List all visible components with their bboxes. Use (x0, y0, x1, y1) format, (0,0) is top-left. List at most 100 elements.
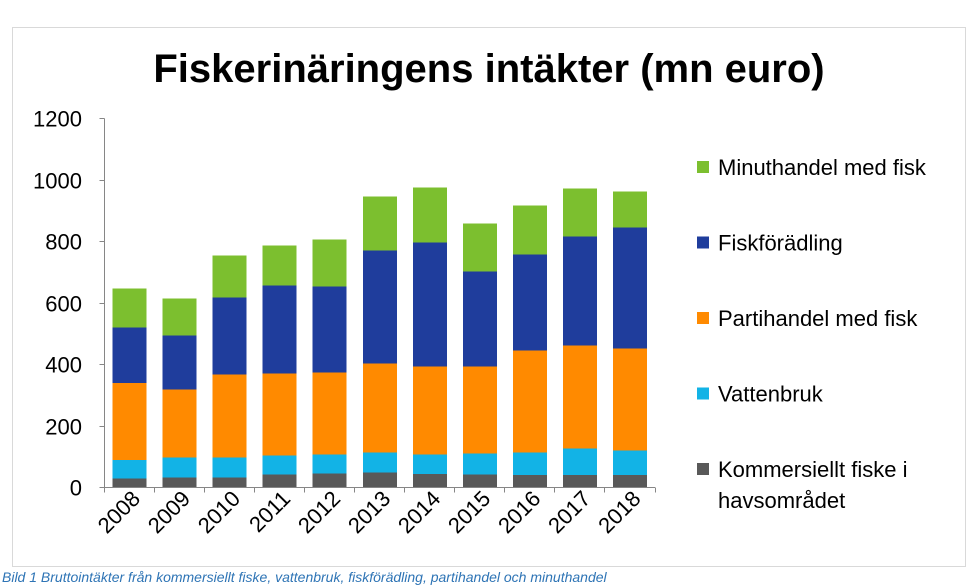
y-axis: 0 200 400 600 800 1000 1200 (33, 107, 105, 501)
bar-minuthandel-med-fisk-2011 (262, 245, 297, 286)
bar-fiskforadling-2018 (612, 227, 647, 349)
bar-minuthandel-med-fisk-2008 (112, 288, 147, 328)
bar-partihandel-med-fisk-2015 (462, 366, 497, 454)
bar-vattenbruk-2009 (162, 457, 197, 478)
bar-stack-2015 (462, 223, 497, 488)
bar-minuthandel-med-fisk-2016 (512, 205, 547, 255)
legend-label: Kommersiellt fiske i havsområdet (718, 457, 907, 513)
bar-stack-2017 (562, 188, 597, 488)
bar-kommersiellt-fiske-i-havsomradet-2011 (262, 474, 297, 488)
bar-minuthandel-med-fisk-2017 (562, 188, 597, 237)
bar-stack-2008 (112, 288, 147, 488)
legend-label-line: havsområdet (718, 488, 845, 513)
bar-minuthandel-med-fisk-2018 (612, 191, 647, 228)
y-tick-label: 400 (45, 353, 82, 378)
legend-label-line: Vattenbruk (718, 382, 824, 407)
bar-minuthandel-med-fisk-2015 (462, 223, 497, 272)
legend-label: Fiskförädling (718, 231, 843, 256)
bar-stack-2014 (412, 187, 447, 488)
y-tick-label: 600 (45, 292, 82, 317)
bar-fiskforadling-2012 (312, 286, 347, 373)
bar-vattenbruk-2018 (612, 450, 647, 476)
bar-fiskforadling-2015 (462, 271, 497, 367)
bar-vattenbruk-2011 (262, 455, 297, 475)
chart-title: Fiskerinäringens intäkter (mn euro) (153, 47, 824, 91)
bar-fiskforadling-2009 (162, 335, 197, 390)
bar-kommersiellt-fiske-i-havsomradet-2010 (212, 477, 247, 488)
bar-kommersiellt-fiske-i-havsomradet-2008 (112, 478, 147, 488)
legend-item-fiskforadling: Fiskförädling (697, 231, 843, 256)
bar-partihandel-med-fisk-2016 (512, 350, 547, 453)
y-tick-label: 800 (45, 230, 82, 255)
bar-stack-2013 (362, 196, 397, 488)
bar-stack-2010 (212, 255, 247, 488)
bar-partihandel-med-fisk-2013 (362, 363, 397, 453)
bar-vattenbruk-2012 (312, 454, 347, 474)
legend-item-kommersiellt-fiske-i-havsomradet: Kommersiellt fiske i havsområdet (697, 457, 907, 513)
bar-stack-2018 (612, 191, 647, 488)
legend-swatch (697, 463, 709, 475)
bar-stack-2011 (262, 245, 297, 488)
legend-label: Partihandel med fisk (718, 306, 918, 331)
bar-partihandel-med-fisk-2018 (612, 348, 647, 451)
bar-kommersiellt-fiske-i-havsomradet-2016 (512, 475, 547, 488)
bar-vattenbruk-2015 (462, 453, 497, 475)
bar-kommersiellt-fiske-i-havsomradet-2017 (562, 475, 597, 488)
legend-label: Vattenbruk (718, 382, 824, 407)
bar-stacks (112, 187, 647, 488)
bar-vattenbruk-2008 (112, 459, 147, 479)
bar-vattenbruk-2013 (362, 452, 397, 473)
bar-stack-2012 (312, 239, 347, 488)
bar-partihandel-med-fisk-2008 (112, 382, 147, 460)
bar-fiskforadling-2017 (562, 236, 597, 346)
bar-stack-2016 (512, 205, 547, 488)
bar-kommersiellt-fiske-i-havsomradet-2018 (612, 475, 647, 488)
legend-item-minuthandel-med-fisk: Minuthandel med fisk (697, 155, 927, 180)
bar-fiskforadling-2016 (512, 254, 547, 351)
bar-kommersiellt-fiske-i-havsomradet-2015 (462, 474, 497, 488)
bar-stack-2009 (162, 298, 197, 488)
legend-swatch (697, 387, 709, 400)
y-tick-label: 1000 (33, 169, 82, 194)
legend-label-line: Kommersiellt fiske i (718, 457, 907, 482)
legend-label-line: Partihandel med fisk (718, 306, 918, 331)
bar-kommersiellt-fiske-i-havsomradet-2014 (412, 473, 447, 488)
bar-minuthandel-med-fisk-2009 (162, 298, 197, 336)
bar-fiskforadling-2014 (412, 242, 447, 367)
legend-label: Minuthandel med fisk (718, 155, 927, 180)
legend: Minuthandel med fisk Fiskförädling Partiha… (697, 155, 927, 513)
bar-minuthandel-med-fisk-2010 (212, 255, 247, 298)
bar-fiskforadling-2011 (262, 285, 297, 374)
legend-swatch (697, 161, 709, 173)
bar-fiskforadling-2013 (362, 250, 397, 364)
bar-minuthandel-med-fisk-2013 (362, 196, 397, 251)
legend-item-vattenbruk: Vattenbruk (697, 382, 824, 407)
bar-partihandel-med-fisk-2012 (312, 372, 347, 455)
bar-fiskforadling-2008 (112, 327, 147, 383)
bar-partihandel-med-fisk-2014 (412, 366, 447, 455)
legend-label-line: Minuthandel med fisk (718, 155, 927, 180)
bar-partihandel-med-fisk-2011 (262, 373, 297, 456)
bar-partihandel-med-fisk-2017 (562, 345, 597, 449)
bar-kommersiellt-fiske-i-havsomradet-2013 (362, 472, 397, 488)
bar-vattenbruk-2010 (212, 457, 247, 478)
bar-minuthandel-med-fisk-2012 (312, 239, 347, 287)
legend-label-line: Fiskförädling (718, 231, 843, 256)
legend-swatch (697, 312, 709, 324)
bar-kommersiellt-fiske-i-havsomradet-2012 (312, 473, 347, 488)
figure-caption: Bild 1 Bruttointäkter från kommersiellt … (2, 569, 608, 585)
legend-swatch (697, 236, 709, 249)
legend-item-partihandel-med-fisk: Partihandel med fisk (697, 306, 918, 331)
y-tick-label: 200 (45, 415, 82, 440)
y-tick-label: 1200 (33, 107, 82, 132)
bar-vattenbruk-2017 (562, 448, 597, 476)
bar-partihandel-med-fisk-2010 (212, 374, 247, 458)
bar-minuthandel-med-fisk-2014 (412, 187, 447, 243)
bar-fiskforadling-2010 (212, 297, 247, 375)
y-tick-label: 0 (70, 476, 82, 501)
bar-vattenbruk-2014 (412, 454, 447, 474)
bar-vattenbruk-2016 (512, 452, 547, 476)
bar-kommersiellt-fiske-i-havsomradet-2009 (162, 477, 197, 488)
bar-partihandel-med-fisk-2009 (162, 389, 197, 458)
